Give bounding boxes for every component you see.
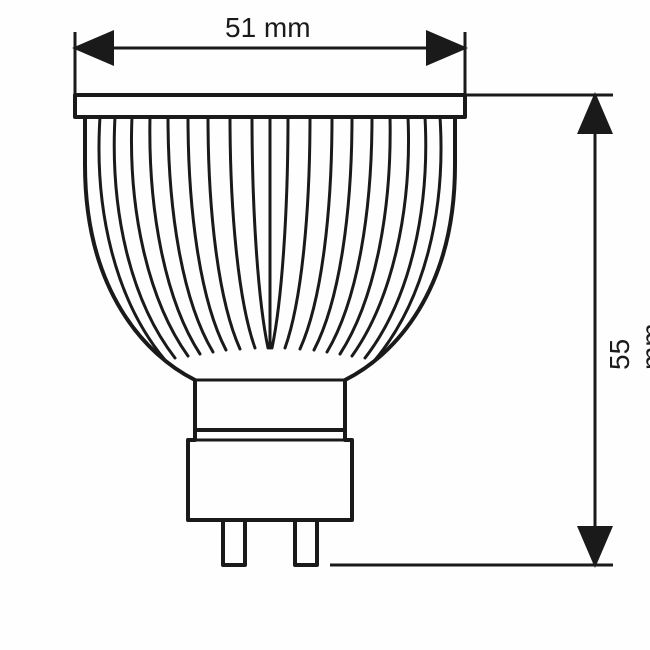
bulb-top-plate — [75, 95, 465, 117]
gu10-pin-right — [295, 520, 317, 565]
height-dimension-label: 55 mm — [604, 323, 650, 370]
width-dimension-label: 51 mm — [225, 12, 311, 44]
height-dimension-group — [330, 95, 613, 565]
diagram-stage: 51 mm 55 mm — [0, 0, 650, 650]
bulb-technical-drawing — [0, 0, 650, 650]
bulb-body — [75, 95, 465, 565]
reflector-flutes — [99, 117, 441, 360]
gu10-pin-left — [223, 520, 245, 565]
gu10-base-block — [188, 430, 352, 520]
gu10-pins — [223, 520, 317, 565]
